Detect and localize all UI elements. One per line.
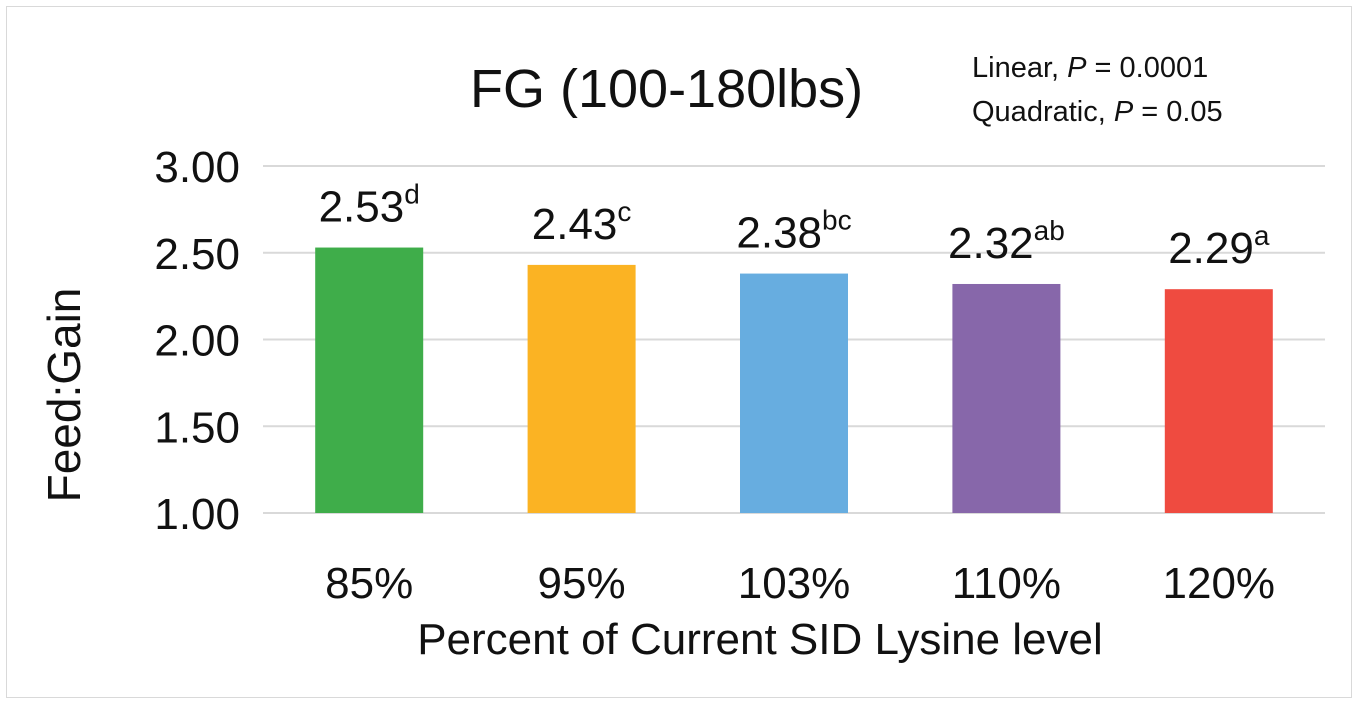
x-tick-label: 110%: [952, 559, 1061, 608]
y-tick-label: 1.50: [154, 403, 240, 452]
data-label-value: 2.43: [532, 200, 618, 249]
y-tick-label: 2.50: [154, 230, 240, 279]
data-label-superscript: c: [617, 196, 631, 227]
data-label: 2.38bc: [736, 205, 851, 258]
stats-annotation: Linear, P = 0.0001 Quadratic, P = 0.05: [972, 46, 1223, 134]
data-label: 2.32ab: [948, 215, 1065, 268]
data-label: 2.29a: [1168, 220, 1270, 273]
x-tick-label: 95%: [538, 559, 626, 608]
bar: [740, 273, 848, 513]
y-tick-label: 2.00: [154, 317, 240, 366]
chart-frame: [6, 6, 1352, 698]
y-tick-label: 3.00: [154, 143, 240, 192]
data-label-value: 2.38: [736, 209, 822, 258]
data-label-superscript: ab: [1034, 215, 1065, 246]
data-label-superscript: d: [404, 179, 420, 210]
bar: [315, 247, 424, 514]
bar: [527, 264, 636, 513]
x-tick-label: 103%: [738, 559, 851, 608]
x-axis-label: Percent of Current SID Lysine level: [417, 615, 1103, 664]
stat-line-quadratic: Quadratic, P = 0.05: [972, 96, 1223, 128]
data-label-value: 2.32: [948, 219, 1034, 268]
bar: [952, 283, 1061, 513]
bar: [1164, 289, 1273, 513]
data-label: 2.53d: [319, 179, 420, 232]
data-label: 2.43c: [532, 196, 632, 249]
x-tick-label: 120%: [1163, 559, 1276, 608]
data-label-superscript: a: [1254, 220, 1270, 251]
data-label-value: 2.53: [319, 183, 405, 232]
data-label-superscript: bc: [822, 205, 852, 236]
data-label-value: 2.29: [1168, 224, 1254, 273]
chart-title: FG (100-180lbs): [470, 59, 864, 119]
x-tick-label: 85%: [325, 559, 413, 608]
stat-line-linear: Linear, P = 0.0001: [972, 52, 1209, 84]
y-tick-label: 1.00: [154, 490, 240, 539]
